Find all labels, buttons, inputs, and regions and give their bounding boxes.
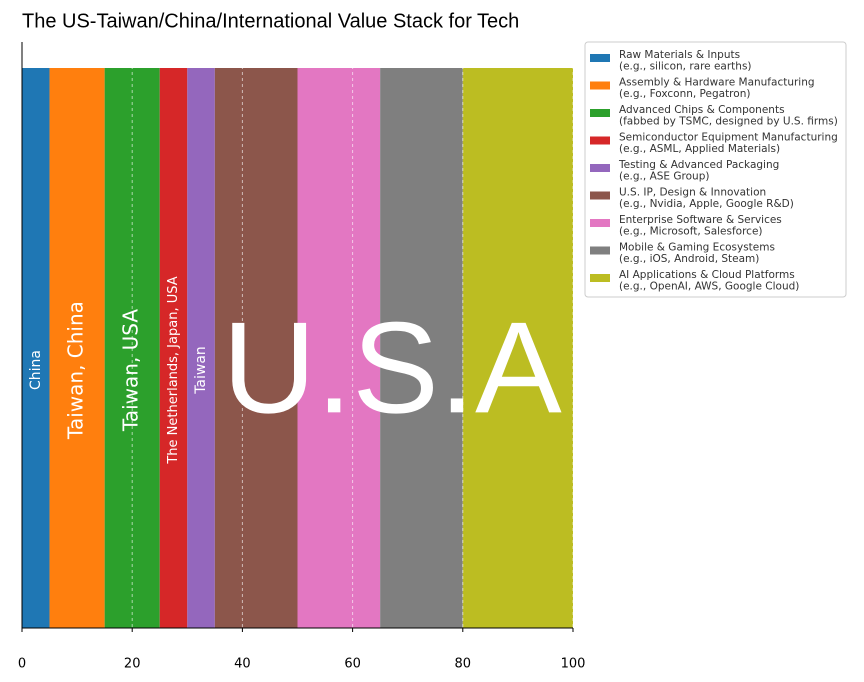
x-tick-label: 40 (234, 657, 251, 672)
legend-label: Mobile & Gaming Ecosystems (619, 242, 775, 254)
legend-detail: (fabbed by TSMC, designed by U.S. firms) (619, 116, 838, 128)
legend-label: Enterprise Software & Services (619, 214, 782, 226)
legend-swatch (590, 54, 610, 62)
annotation: U.S.A (222, 294, 562, 440)
legend-detail: (e.g., OpenAI, AWS, Google Cloud) (619, 281, 799, 293)
legend-label: AI Applications & Cloud Platforms (619, 269, 795, 281)
legend-detail: (e.g., Nvidia, Apple, Google R&D) (619, 198, 794, 210)
bar-segment (49, 68, 105, 628)
bar-segment (462, 68, 573, 628)
chart-title: The US-Taiwan/China/International Value … (22, 10, 519, 32)
segment-label: Taiwan, China (64, 301, 88, 440)
segment-label: Taiwan (193, 346, 209, 395)
legend-swatch (590, 136, 610, 145)
legend-label: U.S. IP, Design & Innovation (619, 187, 766, 199)
bar-segment (187, 68, 215, 628)
bar-segment (159, 68, 188, 628)
legend-box (584, 41, 847, 298)
legend-swatch (590, 219, 610, 227)
legend-detail: (e.g., Foxconn, Pegatron) (619, 88, 750, 100)
bar-segment (380, 68, 463, 628)
legend-swatch (590, 274, 610, 282)
legend-swatch (590, 81, 610, 90)
legend-detail: (e.g., silicon, rare earths) (619, 61, 752, 73)
legend-label: Assembly & Hardware Manufacturing (619, 77, 815, 89)
x-tick-label: 80 (455, 657, 472, 672)
segment-label: The Netherlands, Japan, USA (166, 276, 181, 464)
legend-swatch (590, 191, 610, 200)
legend-detail: (e.g., Microsoft, Salesforce) (619, 226, 763, 238)
segment-label: China (28, 350, 44, 390)
x-tick-label: 60 (344, 657, 361, 672)
legend-swatch (590, 246, 610, 255)
bar-segment (214, 68, 298, 628)
segment-label: Taiwan, USA (119, 309, 143, 432)
legend-label: Raw Materials & Inputs (619, 49, 740, 61)
legend-detail: (e.g., iOS, Android, Steam) (619, 253, 759, 265)
legend-label: Semiconductor Equipment Manufacturing (619, 132, 838, 144)
legend-detail: (e.g., ASE Group) (619, 171, 709, 183)
legend-swatch (590, 109, 610, 117)
legend-swatch (590, 164, 610, 172)
x-tick-label: 20 (124, 657, 141, 672)
legend-label: Advanced Chips & Components (619, 104, 785, 116)
x-tick-label: 100 (561, 657, 586, 672)
x-tick-label: 0 (18, 657, 26, 672)
legend-label: Testing & Advanced Packaging (618, 159, 779, 171)
legend-detail: (e.g., ASML, Applied Materials) (619, 143, 780, 155)
bar-segment (22, 68, 50, 628)
bar-segment (297, 68, 381, 628)
